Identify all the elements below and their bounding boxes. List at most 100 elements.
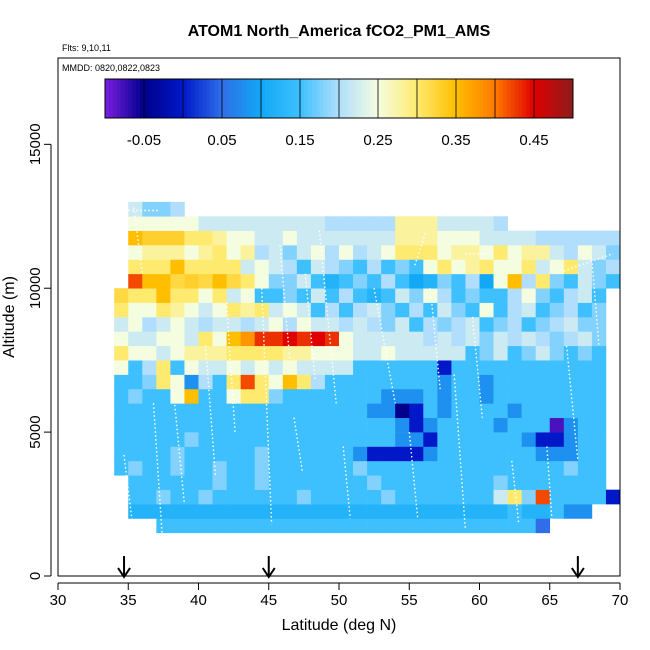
heatmap-cell <box>212 374 227 390</box>
heatmap-cell <box>423 317 438 332</box>
colorbar-segment <box>257 79 262 118</box>
heatmap-cell <box>324 460 340 476</box>
heatmap-cell <box>114 288 129 303</box>
heatmap-cell <box>353 446 368 462</box>
heatmap-cell <box>577 460 593 476</box>
heatmap-cell <box>591 259 607 275</box>
heatmap-cell <box>128 259 143 275</box>
heatmap-cell <box>549 288 565 303</box>
heatmap-cell <box>254 518 270 534</box>
heatmap-cell <box>535 331 551 347</box>
heatmap-cell <box>465 388 480 404</box>
heatmap-cell <box>451 288 466 303</box>
colorbar-segment <box>132 79 137 118</box>
heatmap-cell <box>521 317 536 332</box>
colorbar-segment <box>553 79 558 118</box>
heatmap-cell <box>577 417 593 433</box>
heatmap-cell <box>577 317 593 332</box>
heatmap-cell <box>381 317 396 332</box>
colorbar-segment <box>530 79 535 118</box>
heatmap-cell <box>549 388 565 404</box>
heatmap-cell <box>254 259 270 275</box>
heatmap-cell <box>142 345 157 361</box>
heatmap-cell <box>409 360 424 375</box>
heatmap-cell <box>170 259 185 275</box>
heatmap-cell <box>395 460 410 476</box>
heatmap-cell <box>212 518 227 534</box>
heatmap-cell <box>282 504 298 519</box>
colorbar-segment <box>292 79 297 118</box>
heatmap-cell <box>577 288 593 303</box>
heatmap-cell <box>577 374 593 390</box>
heatmap-cell <box>198 432 213 447</box>
heatmap-cell <box>493 388 508 404</box>
heatmap-cell <box>507 245 522 260</box>
heatmap-cell <box>240 388 255 404</box>
heatmap-cell <box>507 446 522 462</box>
heatmap-cell <box>507 475 522 490</box>
x-axis-label: Latitude (deg N) <box>282 617 397 634</box>
flight-track <box>123 207 614 551</box>
heatmap-cell <box>114 374 129 390</box>
colorbar-tick-label: 0.15 <box>285 132 314 149</box>
colorbar-segment <box>198 79 203 118</box>
heatmap-cell <box>170 432 185 447</box>
heatmap-cell <box>170 489 185 505</box>
colorbar-segment <box>354 79 359 118</box>
colorbar-segment <box>436 79 441 118</box>
heatmap-cell <box>493 374 508 390</box>
heatmap-cell <box>395 374 410 390</box>
heatmap-cell <box>577 446 593 462</box>
heatmap-cell <box>212 417 227 433</box>
heatmap-cell <box>381 504 396 519</box>
heatmap-cell <box>226 230 241 246</box>
colorbar-segment <box>549 79 554 118</box>
heatmap-cell <box>493 475 508 490</box>
heatmap-cell <box>563 360 579 375</box>
heatmap-cell <box>324 302 340 318</box>
heatmap-cell <box>521 245 536 260</box>
heatmap-cell <box>128 288 143 303</box>
heatmap-cell <box>549 432 565 447</box>
heatmap-cell <box>282 446 298 462</box>
heatmap-cell <box>367 331 382 347</box>
heatmap-cell <box>310 288 326 303</box>
heatmap-cell <box>423 489 438 505</box>
heatmap-cell <box>479 518 494 534</box>
heatmap-cell <box>535 374 551 390</box>
heatmap-cell <box>240 504 255 519</box>
heatmap-cell <box>184 345 199 361</box>
heatmap-cell <box>507 331 522 347</box>
heatmap-cell <box>465 460 480 476</box>
heatmap-cell <box>479 216 494 231</box>
heatmap-cell <box>353 504 368 519</box>
heatmap-cell <box>268 216 284 231</box>
heatmap-cell <box>367 245 382 260</box>
heatmap-cell <box>128 230 143 246</box>
colorbar-segment <box>378 79 383 118</box>
heatmap-cell <box>198 345 213 361</box>
heatmap-cell <box>409 460 424 476</box>
heatmap-cell <box>591 460 607 476</box>
colorbar-segment <box>440 79 445 118</box>
heatmap-cell <box>479 460 494 476</box>
heatmap-cell <box>465 432 480 447</box>
colorbar-segment <box>448 79 453 118</box>
heatmap-cell <box>170 374 185 390</box>
heatmap-cell <box>493 518 508 534</box>
heatmap-cell <box>521 345 536 361</box>
colorbar-tick-label: 0.05 <box>207 132 236 149</box>
heatmap-cell <box>465 374 480 390</box>
heatmap-cell <box>282 245 298 260</box>
heatmap-cell <box>423 259 438 275</box>
y-axis: 0 5000 10000 15000 <box>27 123 52 580</box>
colorbar-segment <box>522 79 527 118</box>
heatmap-cell <box>577 230 593 246</box>
heatmap-cell <box>198 460 213 476</box>
heatmap-cell <box>479 273 494 289</box>
heatmap-cell <box>395 504 410 519</box>
heatmap-cell <box>353 259 368 275</box>
heatmap-cell <box>493 216 508 231</box>
heatmap-cell <box>451 345 466 361</box>
